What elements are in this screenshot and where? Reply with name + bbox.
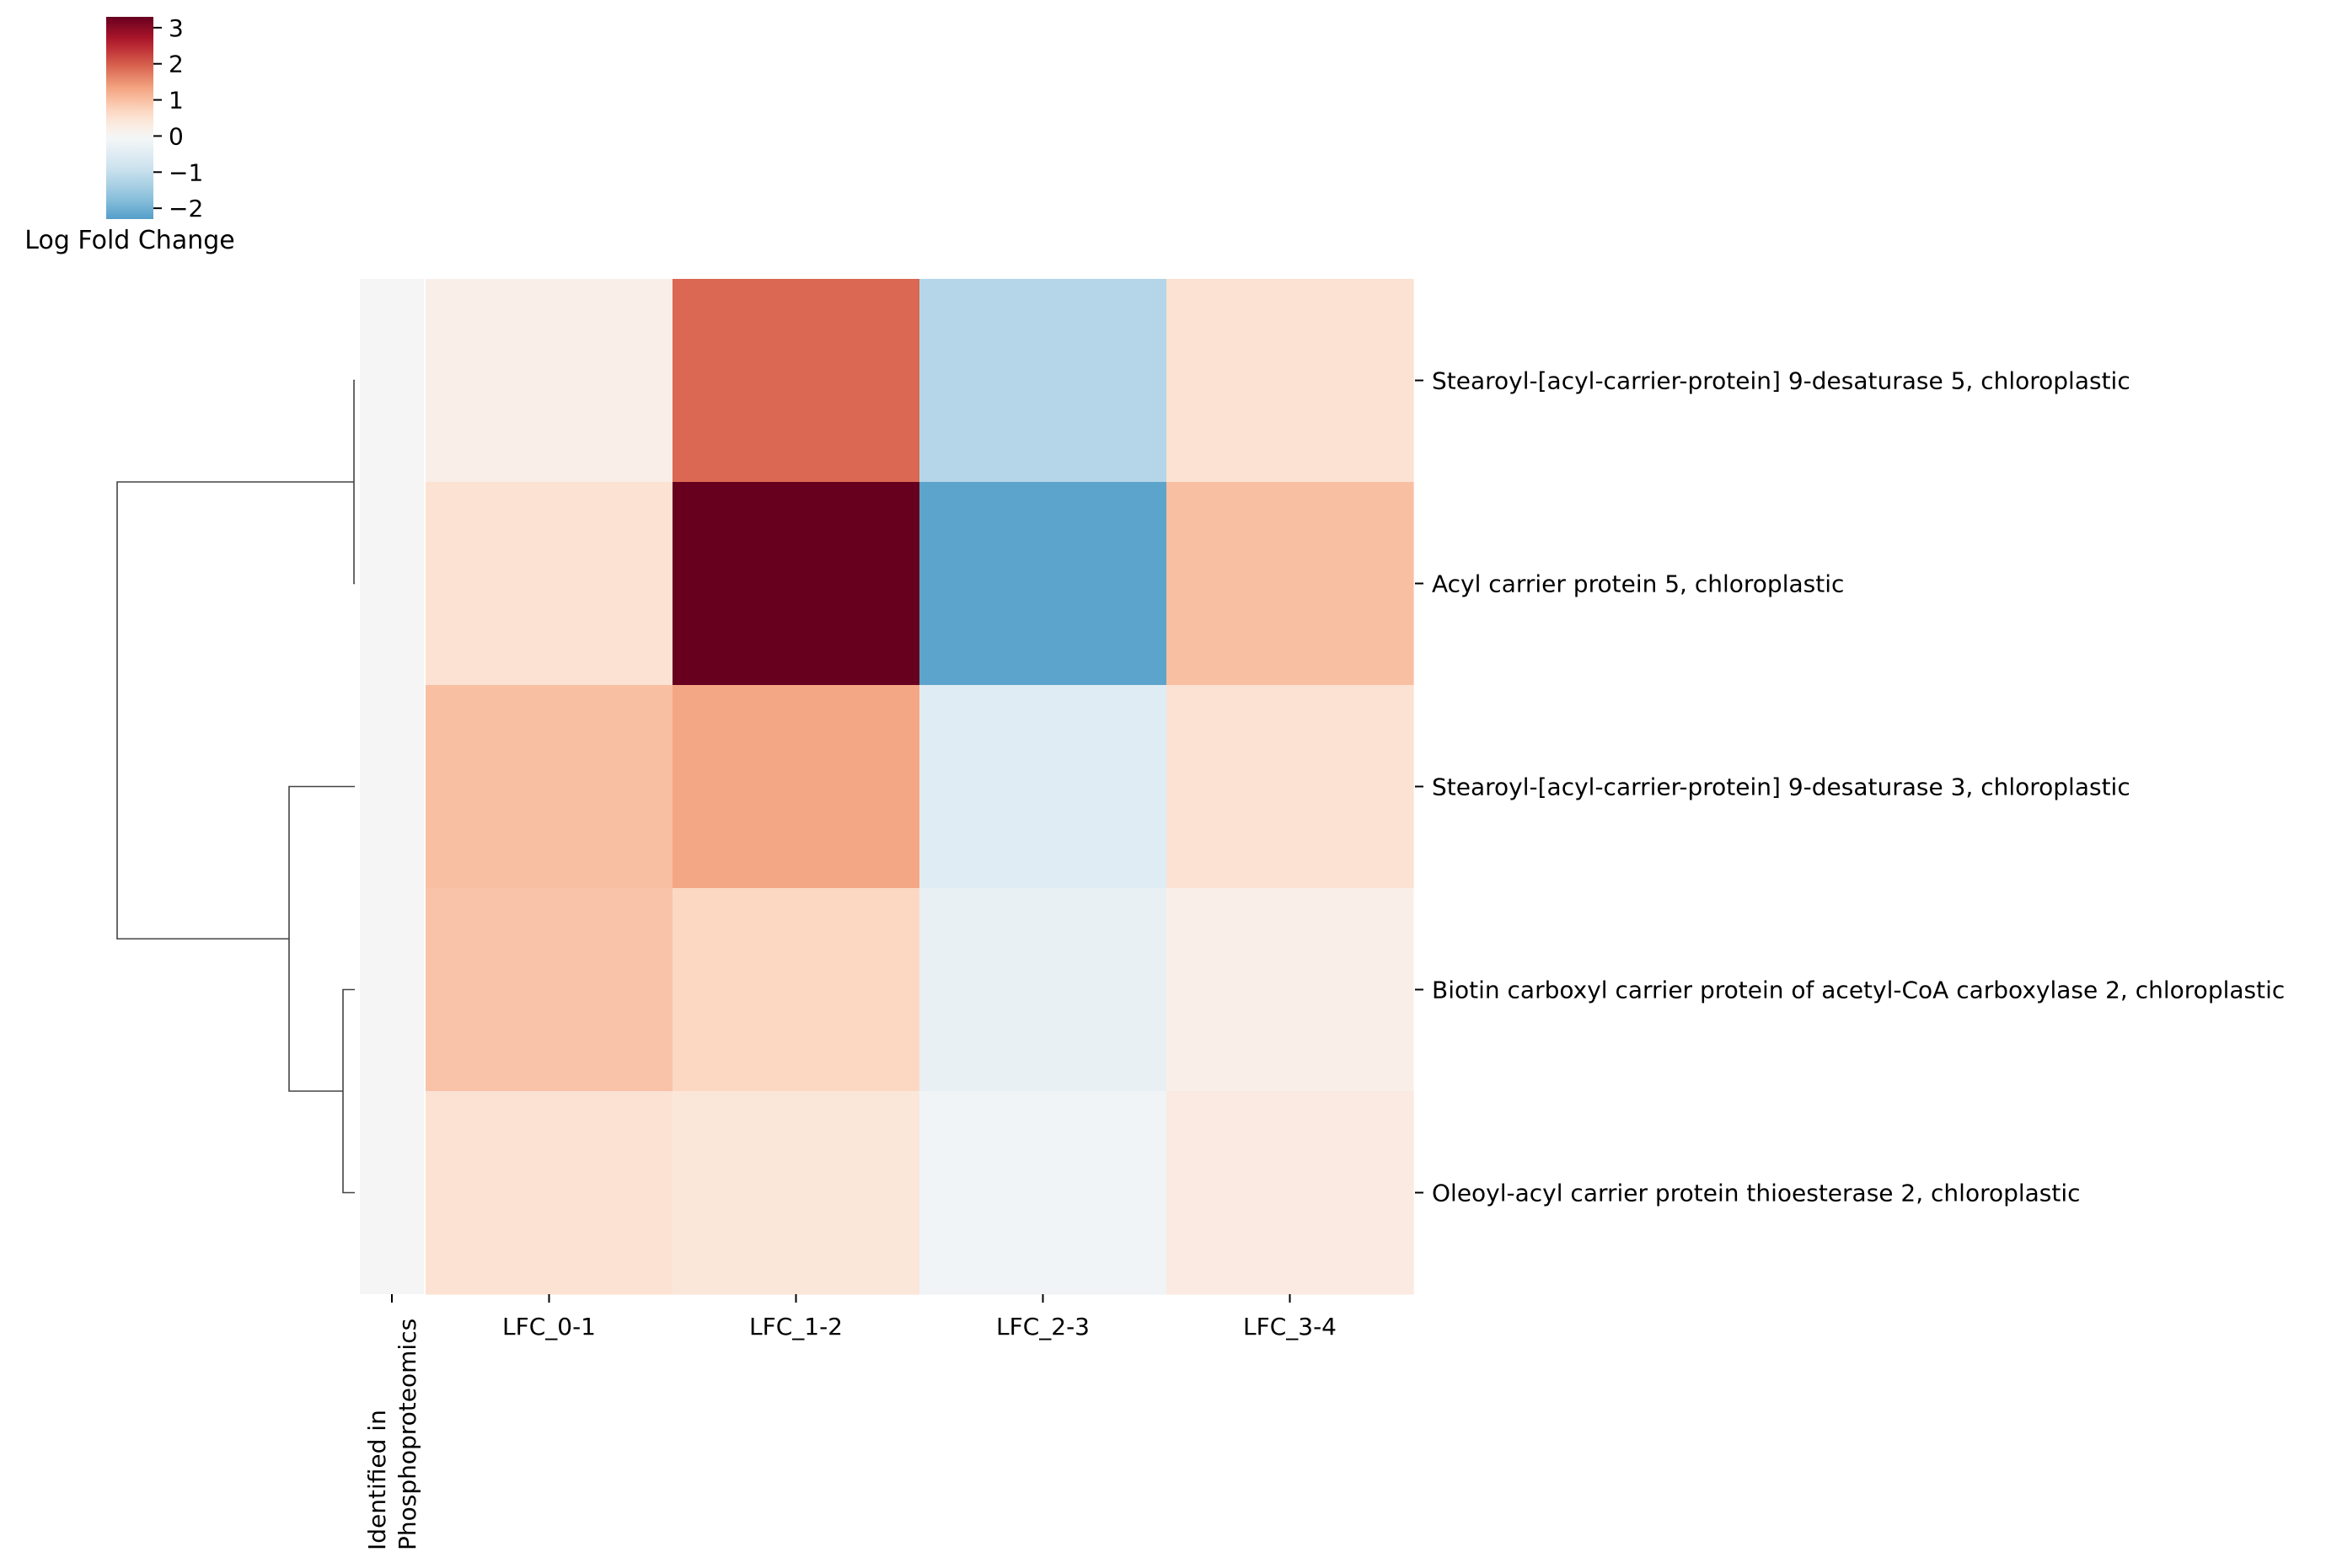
heatmap-cell (919, 685, 1167, 889)
heatmap-cell (919, 1091, 1167, 1295)
colorbar-label: Log Fold Change (24, 226, 234, 255)
colorbar-ticks: 3 2 1 0 −1 −2 (153, 14, 203, 222)
heatmap-cell (673, 685, 920, 889)
heatmap-cell (1166, 482, 1414, 686)
heatmap-cell (426, 482, 673, 686)
row-label: Oleoyl-acyl carrier protein thioesterase… (1432, 1180, 2081, 1207)
heatmap-cell (426, 279, 673, 483)
row-label: Stearoyl-[acyl-carrier-protein] 9-desatu… (1432, 773, 2130, 801)
colorbar: 3 2 1 0 −1 −2 Log Fold Change (24, 14, 234, 255)
dendrogram-link (116, 481, 354, 940)
heatmap-cell (1166, 888, 1414, 1092)
colorbar-tick-label: 0 (169, 122, 184, 150)
colorbar-tick-label: −1 (169, 158, 203, 186)
column-label: LFC_2-3 (996, 1313, 1090, 1341)
heatmap-cell (426, 1091, 673, 1295)
heatmap-cell (1166, 1091, 1414, 1295)
dendrogram-link (342, 988, 355, 1194)
row-labels: Stearoyl-[acyl-carrier-protein] 9-desatu… (1415, 367, 2285, 1207)
colorbar-tick-label: 2 (169, 51, 184, 78)
heatmap-cell (673, 482, 920, 686)
heatmap-cell (919, 279, 1167, 483)
row-label: Stearoyl-[acyl-carrier-protein] 9-desatu… (1432, 367, 2130, 395)
heatmap-cell (673, 279, 920, 483)
heatmap-cell (426, 888, 673, 1092)
dendrogram-link (288, 785, 355, 1092)
heatmap-cell (673, 888, 920, 1092)
colorbar-gradient (106, 17, 153, 219)
heatmap-cell (919, 888, 1167, 1092)
row-label: Acyl carrier protein 5, chloroplastic (1432, 570, 1844, 598)
heatmap-cell (426, 685, 673, 889)
heatmap-cell (673, 1091, 920, 1295)
dendrogram-link (353, 379, 355, 585)
colorbar-tick-label: −2 (169, 195, 203, 222)
heatmap-cell (1166, 279, 1414, 483)
column-label: LFC_0-1 (502, 1313, 596, 1341)
annotation-column-label: Identified in Phosphoproteomics (363, 1294, 421, 1550)
heatmap-cell (1166, 685, 1414, 889)
colorbar-tick-label: 3 (169, 14, 184, 42)
annotation-label-line2: Phosphoproteomics (394, 1319, 421, 1550)
row-label: Biotin carboxyl carrier protein of acety… (1432, 977, 2285, 1004)
annotation-label-line1: Identified in (363, 1410, 391, 1550)
heatmap-cells (426, 279, 1414, 1295)
heatmap-cell (919, 482, 1167, 686)
column-labels: LFC_0-1 LFC_1-2 LFC_2-3 LFC_3-4 (502, 1294, 1337, 1341)
column-label: LFC_3-4 (1243, 1313, 1337, 1341)
svg-text:Identified in Phosphopro: Identified in Phosphoproteomics (363, 1319, 421, 1550)
row-dendrogram (116, 379, 355, 1194)
column-label: LFC_1-2 (749, 1313, 843, 1341)
colorbar-tick-label: 1 (169, 87, 184, 115)
annotation-strip (360, 279, 424, 1294)
